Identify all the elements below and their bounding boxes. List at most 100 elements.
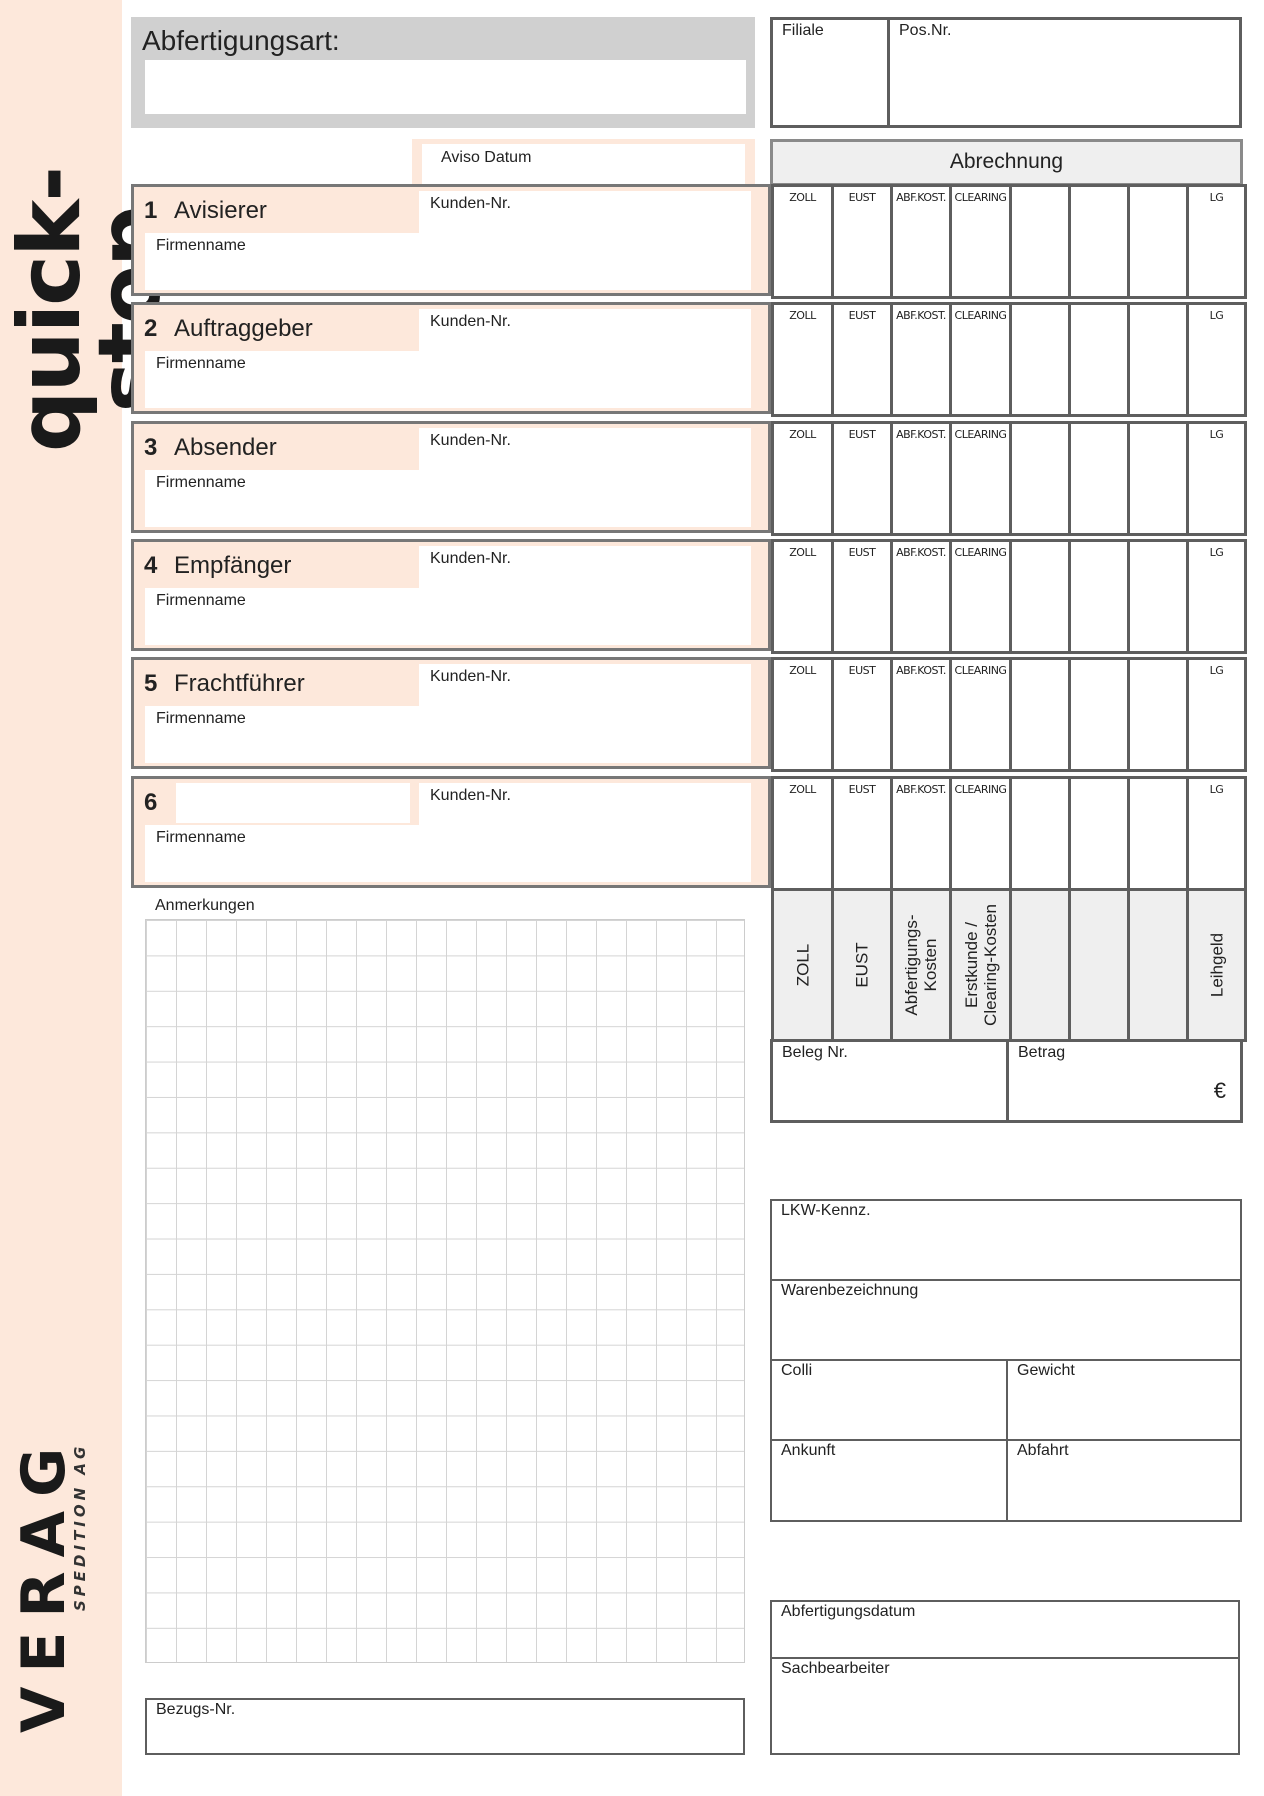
section-title: Empfänger (174, 551, 292, 579)
abrechnung-cell[interactable]: ABF.KOST. (890, 657, 952, 773)
abrechnung-column-header: Leihgeld (1186, 888, 1247, 1042)
abrechnung-cell[interactable] (1127, 184, 1189, 299)
abrechnung-cell[interactable]: CLEARING (949, 184, 1012, 299)
abrechnung-cell[interactable]: ABF.KOST. (890, 184, 952, 299)
abrechnung-cell[interactable] (1127, 420, 1189, 536)
beleg-nr-field[interactable]: Beleg Nr. (773, 1042, 1009, 1120)
firmenname-field[interactable]: Firmenname (145, 824, 751, 882)
posnr-label: Pos.Nr. (899, 22, 952, 39)
kunden-nr-label: Kunden-Nr. (430, 431, 511, 449)
anmerkungen-grid[interactable] (145, 919, 745, 1663)
firmenname-field[interactable]: Firmenname (145, 351, 751, 409)
abrechnung-cell[interactable] (1068, 302, 1130, 418)
firmenname-field[interactable]: Firmenname (145, 587, 751, 645)
abrechnung-cell[interactable] (1068, 420, 1130, 536)
footer-box: Abfertigungsdatum Sachbearbeiter (770, 1600, 1240, 1755)
kunden-nr-field[interactable]: Kunden-Nr. (419, 545, 751, 588)
abrechnung-cell[interactable]: ZOLL (771, 302, 834, 418)
abrechnung-cell[interactable]: CLEARING (949, 420, 1012, 536)
abrechnung-cell[interactable] (1009, 538, 1071, 654)
abrechnung-cell[interactable] (1009, 657, 1071, 773)
firmenname-field[interactable]: Firmenname (145, 233, 751, 290)
abrechnung-cell[interactable] (1127, 302, 1189, 418)
aviso-datum-field[interactable]: Aviso Datum (422, 144, 745, 189)
ankunft-field[interactable]: Ankunft (772, 1441, 1008, 1520)
abrechnung-cell[interactable]: EUST (831, 420, 893, 536)
abrechnung-cell[interactable]: ZOLL (771, 420, 834, 536)
abfertigungsdatum-field[interactable]: Abfertigungsdatum (772, 1602, 1238, 1659)
firmenname-label: Firmenname (156, 591, 246, 609)
sachbearbeiter-field[interactable]: Sachbearbeiter (772, 1659, 1238, 1753)
section-number: 2 (144, 315, 158, 343)
party-section-3: 3 Absender Kunden-Nr. Firmenname (131, 420, 771, 533)
abrechnung-cell[interactable] (1009, 775, 1071, 891)
abrechnung-cell[interactable]: EUST (831, 538, 893, 654)
abrechnung-cell[interactable]: ZOLL (771, 775, 834, 891)
abrechnung-cell[interactable]: ZOLL (771, 657, 834, 773)
abrechnung-cell[interactable] (1127, 538, 1189, 654)
abrechnung-column-header (1009, 888, 1071, 1042)
bezugs-nr-field[interactable]: Bezugs-Nr. (145, 1698, 745, 1755)
abrechnung-cell[interactable]: LG (1186, 184, 1247, 299)
abrechnung-cell[interactable]: CLEARING (949, 657, 1012, 773)
abrechnung-cell[interactable] (1127, 657, 1189, 773)
abfahrt-field[interactable]: Abfahrt (1008, 1441, 1240, 1520)
firmenname-field[interactable]: Firmenname (145, 706, 751, 764)
section-number: 1 (144, 197, 158, 224)
column-header-label: Leihgeld (1207, 932, 1226, 998)
abrechnung-cell[interactable]: ABF.KOST. (890, 775, 952, 891)
abrechnung-cell[interactable] (1068, 538, 1130, 654)
custom-role-field[interactable] (176, 782, 410, 823)
abrechnung-cell[interactable] (1127, 775, 1189, 891)
abrechnung-cell[interactable] (1009, 420, 1071, 536)
abrechnung-cell[interactable]: LG (1186, 538, 1247, 654)
abrechnung-cell[interactable]: ABF.KOST. (890, 302, 952, 418)
gewicht-field[interactable]: Gewicht (1008, 1361, 1240, 1441)
abrechnung-cell[interactable]: EUST (831, 184, 893, 299)
abrechnung-cell[interactable]: CLEARING (949, 538, 1012, 654)
abrechnung-header: Abrechnung (770, 139, 1243, 186)
section-title: Absender (174, 433, 277, 461)
kunden-nr-field[interactable]: Kunden-Nr. (419, 427, 751, 470)
abrechnung-column-header: ZOLL (771, 888, 834, 1042)
abrechnung-cell[interactable]: ZOLL (771, 184, 834, 299)
abrechnung-cell[interactable]: EUST (831, 775, 893, 891)
abrechnung-cell[interactable]: EUST (831, 657, 893, 773)
kunden-nr-label: Kunden-Nr. (430, 786, 511, 804)
firmenname-field[interactable]: Firmenname (145, 469, 751, 527)
abrechnung-cell[interactable] (1009, 184, 1071, 299)
abrechnung-cell[interactable]: LG (1186, 420, 1247, 536)
section-number: 5 (144, 670, 158, 698)
abrechnung-cell[interactable]: CLEARING (949, 775, 1012, 891)
lkw-field[interactable]: LKW-Kennz. (772, 1201, 1240, 1281)
abrechnung-cell[interactable]: ABF.KOST. (890, 420, 952, 536)
abrechnung-cell[interactable]: LG (1186, 775, 1247, 891)
abrechnung-cell[interactable]: EUST (831, 302, 893, 418)
colli-field[interactable]: Colli (772, 1361, 1008, 1441)
abrechnung-cell[interactable] (1068, 775, 1130, 891)
section-title: Auftraggeber (174, 315, 313, 343)
abrechnung-cell[interactable] (1009, 302, 1071, 418)
abrechnung-cell[interactable] (1068, 657, 1130, 773)
kunden-nr-field[interactable]: Kunden-Nr. (419, 664, 751, 707)
filiale-field[interactable]: Filiale (773, 20, 890, 125)
abrechnung-cell[interactable]: CLEARING (949, 302, 1012, 418)
waren-field[interactable]: Warenbezeichnung (772, 1281, 1240, 1361)
shipment-details-box: LKW-Kennz. Warenbezeichnung Colli Gewich… (770, 1199, 1242, 1522)
column-header-label: ZOLL (793, 943, 812, 987)
filiale-posnr-box: Filiale Pos.Nr. (770, 17, 1242, 128)
abrechnung-cell[interactable]: ABF.KOST. (890, 538, 952, 654)
abrechnung-cell[interactable]: LG (1186, 302, 1247, 418)
abrechnung-cell[interactable]: ZOLL (771, 538, 834, 654)
kunden-nr-field[interactable]: Kunden-Nr. (419, 191, 751, 233)
kunden-nr-field[interactable]: Kunden-Nr. (419, 782, 751, 825)
abrechnung-cell[interactable]: LG (1186, 657, 1247, 773)
party-section-2: 2 Auftraggeber Kunden-Nr. Firmenname (131, 302, 771, 415)
abrechnung-cell[interactable] (1068, 184, 1130, 299)
kunden-nr-field[interactable]: Kunden-Nr. (419, 309, 751, 352)
abfertigungsart-field[interactable] (145, 60, 746, 114)
product-title: quick-stop (0, 167, 180, 453)
posnr-field[interactable]: Pos.Nr. (890, 20, 1239, 125)
kunden-nr-label: Kunden-Nr. (430, 549, 511, 567)
betrag-field[interactable]: Betrag € (1009, 1042, 1240, 1120)
